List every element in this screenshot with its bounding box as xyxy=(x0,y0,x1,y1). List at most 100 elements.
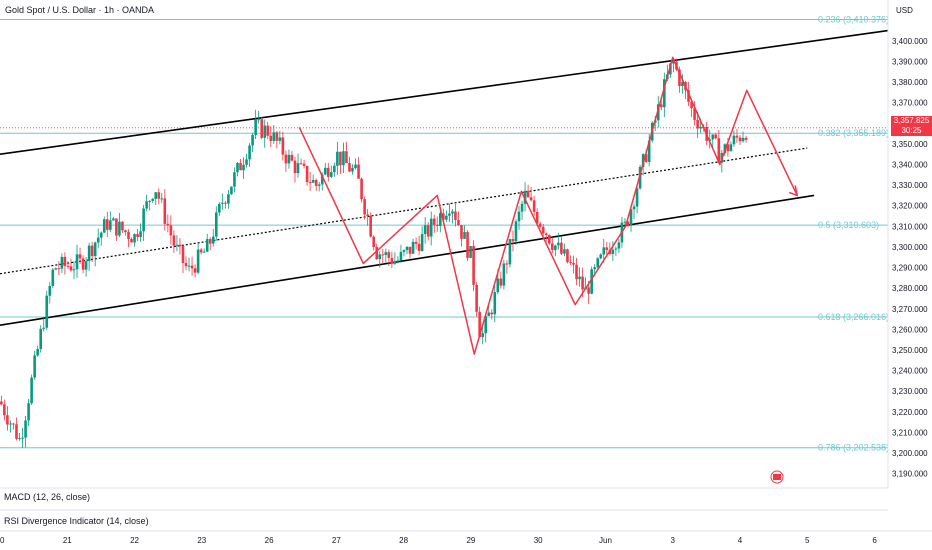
candle-body-41 xyxy=(124,230,127,233)
candle-body-162 xyxy=(490,312,494,315)
candle-body-122 xyxy=(369,216,372,237)
candle-body-94 xyxy=(284,154,288,164)
candle-body-76 xyxy=(230,186,233,195)
candle-body-235 xyxy=(711,134,715,140)
y-tick-label-16: 3,350.000 xyxy=(892,140,928,149)
last-price-badge: 3,357.825 30:25 xyxy=(891,116,932,136)
candle-body-189 xyxy=(572,262,575,265)
rsi-label[interactable]: RSI Divergence Indicator (14, close) xyxy=(4,516,149,526)
x-tick-label-6: 28 xyxy=(399,536,408,545)
candle-body-63 xyxy=(190,265,194,269)
candle-body-97 xyxy=(293,160,297,174)
candle-body-102 xyxy=(308,182,312,184)
candle-body-187 xyxy=(566,249,569,263)
candle-body-128 xyxy=(387,252,391,258)
currency-label[interactable]: USD xyxy=(896,6,913,15)
x-tick-label-7: 29 xyxy=(466,536,475,545)
y-tick-label-12: 3,310.000 xyxy=(892,222,928,231)
candle-body-92 xyxy=(278,137,282,141)
candle-body-178 xyxy=(538,223,542,227)
candle-body-138 xyxy=(417,243,421,251)
channel-line-1 xyxy=(0,147,808,275)
candle-body-116 xyxy=(351,168,354,172)
candle-body-66 xyxy=(199,249,203,253)
candle-body-145 xyxy=(439,213,442,226)
candle-body-16 xyxy=(48,286,52,296)
x-tick-label-0: 20 xyxy=(0,536,5,545)
candle-body-74 xyxy=(224,202,227,204)
candle-body-139 xyxy=(420,234,424,251)
candle-body-225 xyxy=(681,82,684,87)
candle-body-174 xyxy=(526,190,530,198)
candle-body-180 xyxy=(544,233,548,235)
candle-body-91 xyxy=(275,132,279,141)
fib-label-2: 0.5 (3,310.603) xyxy=(818,220,879,230)
channel-line-0 xyxy=(0,29,889,156)
candle-body-57 xyxy=(172,235,176,246)
candle-body-243 xyxy=(735,135,739,138)
candle-body-51 xyxy=(154,192,158,199)
candle-body-93 xyxy=(281,137,285,155)
candle-body-120 xyxy=(363,199,366,215)
candle-body-181 xyxy=(547,234,551,244)
candle-body-141 xyxy=(426,225,430,237)
fib-label-1: 0.382 (3,355.189) xyxy=(818,128,889,138)
candle-body-172 xyxy=(520,203,524,212)
x-tick-label-1: 21 xyxy=(63,536,72,545)
candle-body-241 xyxy=(729,144,733,152)
candle-body-242 xyxy=(732,135,736,145)
candle-body-71 xyxy=(214,212,218,237)
candle-body-95 xyxy=(287,154,291,164)
candle-body-245 xyxy=(741,137,745,142)
candle-body-130 xyxy=(393,261,397,264)
x-tick-label-2: 22 xyxy=(130,536,139,545)
candle-body-217 xyxy=(656,104,660,121)
candle-body-36 xyxy=(109,220,112,230)
candle-body-90 xyxy=(272,132,276,141)
candle-body-202 xyxy=(611,249,615,255)
candle-body-47 xyxy=(142,208,145,232)
y-tick-label-2: 3,210.000 xyxy=(892,428,928,437)
candle-body-166 xyxy=(502,263,506,286)
candle-body-88 xyxy=(266,125,270,136)
candle-body-99 xyxy=(299,163,303,165)
event-flag-inner xyxy=(773,474,781,480)
candle-body-136 xyxy=(411,241,415,254)
candle-body-2 xyxy=(6,415,9,425)
candle-body-236 xyxy=(714,134,718,139)
candle-body-140 xyxy=(423,225,427,235)
fib-label-4: 0.786 (3,202.538) xyxy=(818,443,889,453)
candle-body-188 xyxy=(569,262,572,264)
candle-body-45 xyxy=(136,234,139,237)
candle-body-21 xyxy=(63,256,67,266)
candle-body-40 xyxy=(121,221,124,231)
candle-body-133 xyxy=(402,250,406,252)
candle-body-64 xyxy=(193,268,197,273)
candle-body-112 xyxy=(339,151,342,166)
candle-body-210 xyxy=(635,188,639,207)
macd-label[interactable]: MACD (12, 26, close) xyxy=(4,492,91,502)
candle-body-198 xyxy=(599,254,603,259)
candle-body-24 xyxy=(72,269,76,271)
candle-body-114 xyxy=(345,151,348,164)
candle-body-132 xyxy=(399,251,403,261)
candle-body-169 xyxy=(511,239,515,242)
candle-body-168 xyxy=(508,239,512,265)
candle-body-124 xyxy=(375,246,379,260)
candle-body-240 xyxy=(726,144,730,152)
x-tick-label-3: 23 xyxy=(197,536,206,545)
candle-body-80 xyxy=(242,164,245,171)
candle-body-206 xyxy=(623,221,627,223)
candle-body-129 xyxy=(390,257,394,264)
candle-body-159 xyxy=(481,333,484,338)
candle-body-53 xyxy=(160,198,164,200)
candle-body-195 xyxy=(590,269,593,294)
candle-body-32 xyxy=(96,237,100,243)
candle-body-183 xyxy=(554,245,557,251)
x-tick-label-11: 4 xyxy=(738,536,743,545)
candle-body-60 xyxy=(181,246,185,264)
candle-body-62 xyxy=(187,265,191,267)
candle-body-179 xyxy=(541,226,545,234)
